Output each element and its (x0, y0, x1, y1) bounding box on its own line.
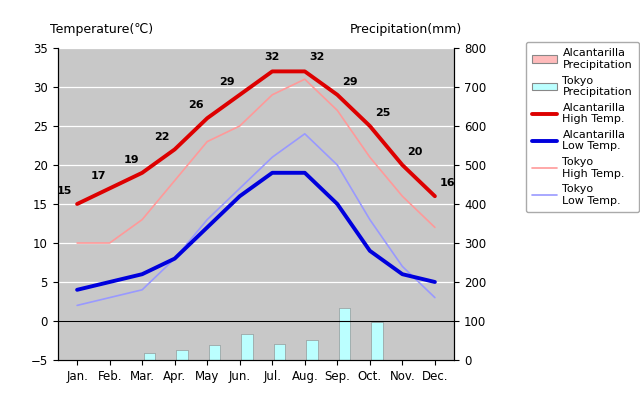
Bar (392, 360, 404, 390)
Bar (360, 360, 371, 390)
Bar (230, 360, 241, 390)
Text: 20: 20 (407, 147, 422, 157)
Bar (144, 353, 155, 360)
Bar (307, 340, 318, 360)
Text: 29: 29 (342, 77, 358, 87)
Text: 17: 17 (91, 170, 106, 181)
Bar (262, 360, 274, 390)
Bar (339, 308, 350, 360)
Bar (111, 360, 123, 377)
Bar (100, 360, 111, 390)
Bar (295, 360, 307, 390)
Bar (274, 344, 285, 360)
Bar (165, 360, 176, 390)
Bar (425, 360, 436, 390)
Bar (176, 350, 188, 360)
Bar (132, 360, 144, 390)
Text: 32: 32 (264, 52, 280, 62)
Bar (79, 360, 90, 379)
Bar (209, 345, 220, 360)
Text: 15: 15 (57, 186, 72, 196)
Bar (241, 334, 253, 360)
Bar (436, 360, 448, 383)
Bar (198, 360, 209, 390)
Text: 19: 19 (124, 155, 139, 165)
Text: 25: 25 (374, 108, 390, 118)
Text: Temperature(℃): Temperature(℃) (50, 22, 153, 36)
Legend: Alcantarilla
Precipitation, Tokyo
Precipitation, Alcantarilla
High Temp., Alcant: Alcantarilla Precipitation, Tokyo Precip… (526, 42, 639, 212)
Text: 16: 16 (440, 178, 456, 188)
Bar (328, 360, 339, 390)
Text: 26: 26 (188, 100, 204, 110)
Text: Precipitation(mm): Precipitation(mm) (350, 22, 462, 36)
Text: 29: 29 (220, 77, 235, 87)
Text: 32: 32 (310, 52, 325, 62)
Bar (404, 360, 415, 361)
Text: 22: 22 (154, 132, 170, 142)
Bar (371, 322, 383, 360)
Bar (67, 360, 79, 390)
